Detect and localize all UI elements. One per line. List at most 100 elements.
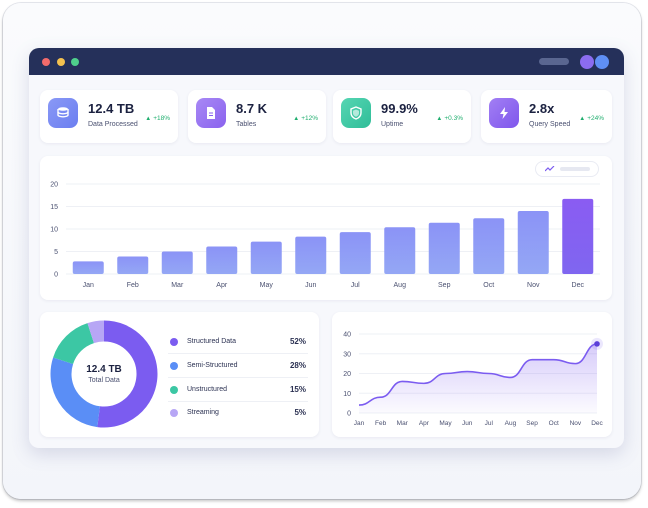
bar [428, 222, 460, 274]
y-tick-label: 30 [343, 351, 351, 358]
x-tick-label: Apr [216, 282, 228, 289]
y-tick-label: 10 [343, 391, 351, 398]
legend-percent: 52% [289, 337, 306, 346]
x-tick-label: Jan [354, 420, 365, 427]
data-distribution-card: 12.4 TB Total Data Structured Data 52% S… [40, 312, 319, 437]
y-tick-label: 20 [50, 182, 58, 189]
series-line [358, 343, 598, 406]
data-point [594, 341, 600, 347]
donut-center-value: 12.4 TB [86, 364, 122, 375]
legend-item[interactable]: Structured Data 52% [168, 332, 308, 354]
legend-percent: 5% [294, 408, 306, 417]
x-tick-label: Oct [549, 420, 559, 427]
x-tick-label: May [439, 420, 452, 427]
divider [168, 377, 308, 378]
trend-line-chart-card: 0 10 20 30 40 Jan Feb Mar Apr May Jun Jul Aug Sep Oct N… [332, 312, 612, 437]
stat-label: Query Speed [529, 121, 571, 128]
x-tick-label: Feb [375, 420, 387, 427]
stat-card-data-processed[interactable]: 12.4 TB Data Processed ▲ +18% [40, 90, 178, 143]
legend-percent: 28% [289, 361, 306, 370]
y-tick-label: 10 [50, 227, 58, 234]
bar [117, 256, 149, 274]
toggle-label-placeholder [560, 167, 590, 171]
area-fill [359, 343, 597, 413]
donut-center-label: Total Data [88, 377, 120, 384]
divider [168, 353, 308, 354]
trend-line-icon [545, 166, 555, 172]
stat-value: 12.4 TB [88, 101, 135, 116]
stat-value: 2.8x [529, 101, 555, 116]
legend-item[interactable]: Unstructured 15% [168, 380, 308, 402]
trend-up-icon: ▲ [579, 116, 586, 122]
x-tick-label: Dec [591, 420, 603, 427]
legend-item[interactable]: Semi-Structured 28% [168, 356, 308, 378]
x-tick-label: Jan [83, 282, 94, 289]
stat-delta: ▲ +12% [293, 115, 318, 122]
donut-hole [72, 342, 136, 406]
bar [206, 246, 238, 274]
stat-card-tables[interactable]: 8.7 K Tables ▲ +12% [188, 90, 326, 143]
x-tick-label: Jun [305, 282, 316, 289]
legend-label: Structured Data [187, 338, 237, 345]
x-tick-label: Aug [394, 282, 407, 289]
x-tick-label: Jul [485, 420, 494, 427]
x-tick-label: Apr [419, 420, 430, 427]
legend-item[interactable]: Streaming 5% [168, 403, 308, 425]
dashboard-window: 12.4 TB Data Processed ▲ +18% 8.7 K Table… [29, 48, 624, 448]
bar [473, 218, 505, 274]
stat-value: 8.7 K [236, 101, 268, 116]
donut-slice [50, 357, 101, 428]
legend-swatch [170, 338, 178, 346]
stat-label: Tables [236, 121, 257, 128]
x-tick-label: Jun [462, 420, 473, 427]
x-tick-label: Dec [572, 282, 585, 289]
y-tick-label: 40 [343, 332, 351, 339]
chart-type-toggle[interactable] [536, 162, 598, 176]
trend-up-icon: ▲ [436, 116, 443, 122]
device-frame: 12.4 TB Data Processed ▲ +18% 8.7 K Table… [3, 3, 641, 499]
x-tick-label: Jul [351, 282, 360, 289]
x-tick-label: Mar [397, 420, 409, 427]
area-chart: 0 10 20 30 40 Jan Feb Mar Apr May Jun Jul Aug Sep Oct N… [343, 332, 603, 428]
database-icon [48, 98, 78, 128]
stat-card-query-speed[interactable]: 2.8x Query Speed ▲ +24% [481, 90, 612, 143]
maximize-window-button[interactable] [71, 58, 79, 66]
stat-value: 99.9% [381, 101, 418, 116]
trend-up-icon: ▲ [145, 116, 152, 122]
avatar[interactable] [580, 55, 594, 69]
legend-swatch [170, 362, 178, 370]
stat-card-uptime[interactable]: 99.9% Uptime ▲ +0.3% [333, 90, 471, 143]
donut-slice [53, 323, 95, 365]
donut-chart [50, 320, 158, 428]
stat-label: Uptime [381, 121, 404, 128]
donut-slice [87, 320, 105, 344]
bar [72, 261, 104, 274]
monthly-bar-chart-card: 0 5 10 15 20 Jan Feb Mar Apr May Jun Jul Aug Sep Oct No… [40, 156, 612, 300]
y-tick-label: 15 [50, 204, 58, 211]
x-tick-label: May [260, 282, 274, 289]
avatar[interactable] [595, 55, 609, 69]
minimize-window-button[interactable] [57, 58, 65, 66]
stat-delta: ▲ +18% [145, 115, 170, 122]
bar [517, 211, 549, 274]
divider [168, 401, 308, 402]
close-window-button[interactable] [42, 58, 50, 66]
title-bar [29, 48, 624, 75]
trend-up-icon: ▲ [293, 116, 300, 122]
donut-slice [97, 320, 158, 428]
legend-percent: 15% [289, 385, 306, 394]
x-tick-label: Sep [526, 420, 538, 427]
legend-swatch [170, 386, 178, 394]
y-tick-label: 0 [347, 411, 351, 418]
bar [384, 227, 416, 274]
legend-label: Unstructured [187, 386, 228, 393]
bar [161, 251, 193, 274]
legend-swatch [170, 409, 178, 417]
x-tick-label: Sep [438, 282, 451, 289]
stat-delta: ▲ +0.3% [436, 115, 463, 122]
y-tick-label: 20 [343, 371, 351, 378]
x-tick-label: Nov [570, 420, 582, 427]
x-tick-label: Oct [483, 282, 494, 289]
document-icon [196, 98, 226, 128]
stat-label: Data Processed [88, 121, 138, 128]
